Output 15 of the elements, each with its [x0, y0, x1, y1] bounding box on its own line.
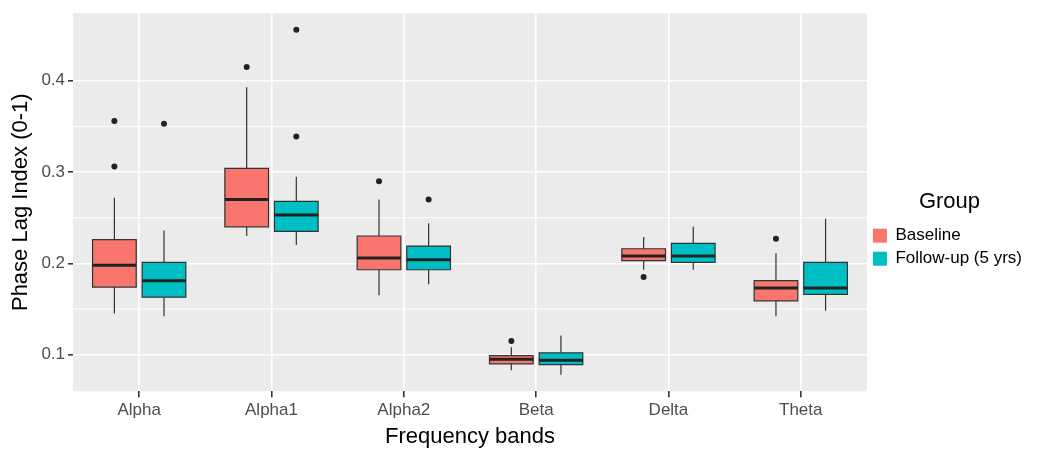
- y-tick-label: 0.4: [41, 70, 66, 90]
- x-tick-label: Theta: [779, 400, 824, 420]
- x-tick-label: Alpha1: [245, 400, 298, 420]
- y-tick-label: 0.3: [41, 161, 66, 181]
- y-tick-label: 0.2: [41, 253, 66, 273]
- x-tick-label: Alpha: [117, 400, 162, 420]
- y-tick-label: 0.1: [41, 344, 66, 364]
- x-tick-label: Delta: [648, 400, 689, 420]
- legend-label: Baseline: [895, 225, 961, 245]
- x-axis-title: Frequency bands: [384, 422, 555, 448]
- y-axis-title: Phase Lag Index (0-1): [7, 93, 33, 312]
- x-tick-label: Beta: [518, 400, 555, 420]
- x-tick-label: Alpha2: [377, 400, 431, 420]
- legend-label: Follow-up (5 yrs): [895, 248, 1023, 268]
- legend-title: Group: [918, 187, 981, 213]
